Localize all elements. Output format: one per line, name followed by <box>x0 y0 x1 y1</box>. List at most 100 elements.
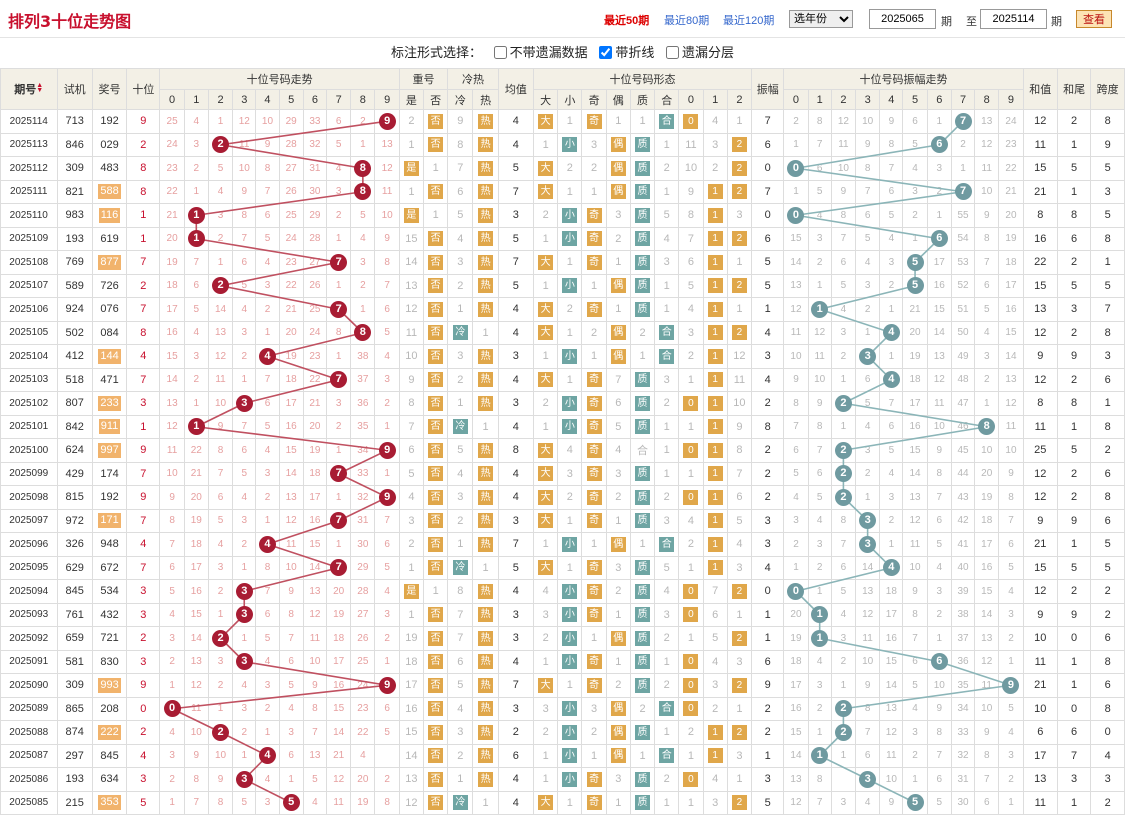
option-no-missing[interactable]: 不带遗漏数据 <box>493 45 588 60</box>
repeat-cell: 1 <box>423 203 449 228</box>
tail-cell: 2 <box>1056 109 1092 134</box>
form-cell: 小 <box>557 767 583 792</box>
form-cell: 2 <box>533 203 559 228</box>
form-cell: 5 <box>605 414 631 439</box>
form-cell: 奇 <box>581 391 607 416</box>
amp-trend-cell: 12 <box>926 367 952 392</box>
trend-cell: 20 <box>278 320 304 345</box>
hotcold-cell: 7 <box>447 156 474 181</box>
form-cell: 偶 <box>605 344 631 369</box>
repeat-tag: 否 <box>428 677 444 693</box>
trend-ball: 3 <box>235 653 253 671</box>
amp-trend-cell: 7 <box>879 391 904 416</box>
repeat-cell: 14 <box>398 250 425 275</box>
form-cell: 质 <box>629 720 656 745</box>
trend-cell: 2 <box>374 391 400 416</box>
form-cell: 小 <box>557 203 583 228</box>
form-cell: 奇 <box>581 555 607 580</box>
trend-cell: 8 <box>374 250 400 275</box>
form-cell: 2 <box>629 696 656 721</box>
form-cell: 4 <box>678 297 704 322</box>
col-award: 奖号 <box>91 68 128 110</box>
trend-cell: 31 <box>302 156 328 181</box>
amp-trend-cell: 19 <box>783 626 809 651</box>
period-cell: 2025113 <box>0 132 58 157</box>
option-with-line-checkbox[interactable] <box>599 46 613 59</box>
amp-trend-cell: 6 <box>830 555 857 580</box>
award-number: 845 <box>100 749 119 762</box>
table-row: 2025088 874 222 2 4 10 2 2 1 3 7 14 22 5 15 否 3 热 2 2 小 2 偶质 1 2… <box>0 720 1125 745</box>
form-cell: 奇 <box>581 297 607 322</box>
period-120-link[interactable]: 最近120期 <box>723 15 775 27</box>
amp-trend-cell: 11 <box>974 673 1000 698</box>
amp-ball: 0 <box>787 582 805 600</box>
amp-trend-cell: 2 <box>830 438 857 463</box>
option-with-line[interactable]: 带折线 <box>599 45 654 60</box>
col-span: 跨度 <box>1090 68 1125 110</box>
table-row: 2025106 924 076 7 17 5 14 4 2 21 25 7 1 6 12 否 1 热 4 大 2 奇 1 质 1… <box>0 297 1125 322</box>
trend-cell: 4 <box>255 532 280 557</box>
col-form: 十位号码形态 <box>533 68 753 90</box>
trend-cell: 10 <box>255 109 280 134</box>
range-from-label: 期 <box>941 16 952 28</box>
trend-cell: 21 <box>326 743 352 768</box>
form-cell: 1 <box>605 790 631 815</box>
amp-trend-cell: 5 <box>830 273 857 298</box>
repeat-cell: 1 <box>423 156 449 181</box>
trend-cell: 4 <box>255 767 280 792</box>
hotcold-tag: 冷 <box>452 560 468 576</box>
form-cell: 1 <box>702 414 728 439</box>
period-50-link[interactable]: 最近50期 <box>604 15 650 27</box>
sum-cell: 9 <box>1022 602 1058 627</box>
form-tag: 质 <box>635 278 651 294</box>
year-select[interactable]: 选年份 <box>789 10 853 28</box>
amp-trend-cell: 9 <box>855 673 881 698</box>
test-cell: 807 <box>56 391 93 416</box>
form-cell: 1 <box>654 132 680 157</box>
repeat-tag: 否 <box>428 654 444 670</box>
range-from-input[interactable] <box>869 9 936 29</box>
period-80-link[interactable]: 最近80期 <box>664 15 710 27</box>
trend-cell: 1 <box>255 320 280 345</box>
range-to-input[interactable] <box>980 9 1047 29</box>
form-tag: 1 <box>707 513 723 529</box>
form-cell: 1 <box>654 790 680 815</box>
form-cell: 1 <box>654 720 680 745</box>
hotcold-cell: 8 <box>447 579 474 604</box>
period-cell: 2025086 <box>0 767 58 792</box>
trend-cell: 20 <box>326 579 352 604</box>
repeat-cell: 1 <box>423 579 449 604</box>
trend-cell: 26 <box>350 626 376 651</box>
option-missing-layer-checkbox[interactable] <box>665 46 679 59</box>
form-tag: 1 <box>707 348 723 364</box>
sort-icon[interactable]: ▲ ▼ <box>36 82 44 94</box>
view-button[interactable]: 查看 <box>1076 10 1112 28</box>
award-cell: 192 <box>91 109 128 134</box>
form-tag: 2 <box>731 630 747 646</box>
repeat-cell: 是 <box>398 579 425 604</box>
amp-trend-cell: 3 <box>998 743 1024 768</box>
amp-trend-cell: 5 <box>998 696 1024 721</box>
amp-trend-cell: 4 <box>783 485 809 510</box>
form-tag: 大 <box>538 442 554 458</box>
amp-trend-cell: 2 <box>855 297 881 322</box>
repeat-tag: 是 <box>403 583 419 599</box>
repeat-cell: 6 <box>398 438 425 463</box>
form-cell: 1 <box>581 179 607 204</box>
avg-cell: 4 <box>497 461 535 486</box>
form-cell: 3 <box>654 602 680 627</box>
col-period[interactable]: 期号▲ ▼ <box>0 68 58 110</box>
option-missing-layer[interactable]: 遗漏分层 <box>665 45 734 60</box>
form-cell: 奇 <box>581 602 607 627</box>
hotcold-tag: 热 <box>478 254 494 270</box>
trend-digit-header: 1 <box>183 89 209 110</box>
amp-digit-header: 9 <box>998 89 1024 110</box>
hotcold-cell: 6 <box>447 179 474 204</box>
form-cell: 1 <box>605 297 631 322</box>
option-no-missing-checkbox[interactable] <box>493 46 507 59</box>
award-cell: 845 <box>91 743 128 768</box>
amp-trend-cell: 3 <box>807 226 832 251</box>
amp-trend-cell: 14 <box>855 555 881 580</box>
amp-trend-cell: 4 <box>926 555 952 580</box>
trend-cell: 1 <box>159 790 185 815</box>
